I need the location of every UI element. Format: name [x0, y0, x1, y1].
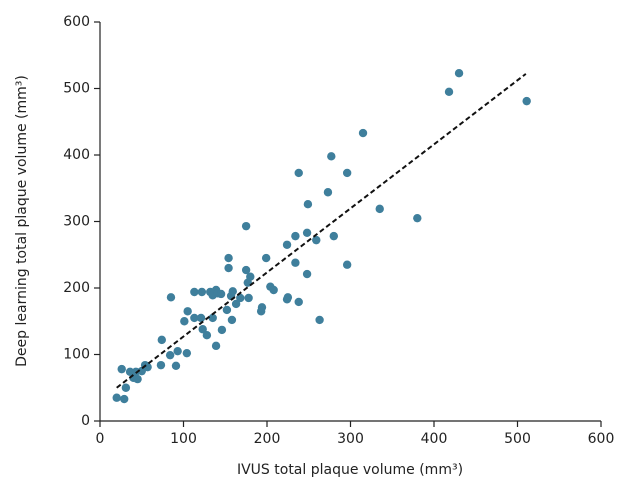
x-tick-label: 0 [96, 431, 105, 447]
x-tick-label: 500 [504, 431, 531, 447]
point [133, 374, 142, 384]
y-tick-label: 500 [63, 81, 90, 97]
point [342, 260, 352, 269]
point [224, 253, 233, 263]
point [444, 87, 454, 97]
point [197, 287, 207, 297]
trend-line [116, 73, 527, 389]
point [120, 394, 129, 404]
point [180, 317, 189, 326]
y-axis-label: Deep learning total plaque volume (mm³) [14, 75, 30, 367]
point [283, 293, 293, 302]
point [454, 69, 464, 78]
point [190, 313, 199, 323]
point [190, 287, 199, 297]
x-tick-label: 600 [588, 431, 615, 447]
point [208, 313, 217, 323]
point [241, 221, 251, 231]
point [224, 263, 233, 273]
point [375, 204, 384, 214]
point [413, 213, 422, 223]
point [121, 383, 131, 392]
point [244, 293, 253, 303]
point [227, 315, 237, 325]
point [202, 331, 212, 340]
point [222, 305, 232, 315]
point [166, 293, 176, 302]
x-tick-label: 200 [254, 431, 281, 447]
point [217, 325, 227, 335]
point [291, 258, 300, 267]
point [241, 265, 251, 275]
point [231, 299, 241, 309]
y-tick-label: 100 [63, 347, 90, 363]
point [294, 297, 303, 307]
point [173, 346, 182, 356]
point [196, 313, 206, 323]
point [198, 325, 207, 334]
y-tick-label: 400 [63, 147, 90, 163]
point [358, 128, 368, 138]
point [112, 393, 121, 402]
point [282, 240, 292, 249]
point [342, 168, 352, 178]
x-tick-label: 300 [337, 431, 364, 447]
point [165, 350, 175, 360]
point [157, 335, 166, 345]
y-tick-label: 300 [63, 214, 90, 230]
point [302, 269, 312, 279]
point [228, 287, 237, 296]
y-tick-label: 0 [81, 413, 90, 429]
point [302, 228, 312, 238]
point [294, 168, 303, 178]
point [183, 307, 192, 316]
y-tick-label: 600 [63, 14, 90, 30]
point [117, 364, 126, 374]
point [171, 361, 181, 371]
x-axis-label: IVUS total plaque volume (mm³) [237, 462, 463, 478]
point [261, 253, 271, 263]
x-tick-label: 100 [170, 431, 197, 447]
x-tick-label: 400 [421, 431, 448, 447]
point [522, 96, 531, 106]
point [156, 360, 166, 370]
point [303, 200, 313, 209]
point [269, 285, 278, 295]
point [216, 289, 226, 299]
point [315, 315, 324, 325]
point [323, 188, 333, 197]
point [236, 293, 245, 303]
point [329, 231, 338, 241]
point [211, 341, 221, 351]
point [291, 231, 300, 241]
point [256, 307, 266, 316]
point [327, 152, 336, 161]
y-tick-label: 200 [63, 280, 90, 296]
point [182, 348, 192, 358]
point [312, 235, 321, 245]
